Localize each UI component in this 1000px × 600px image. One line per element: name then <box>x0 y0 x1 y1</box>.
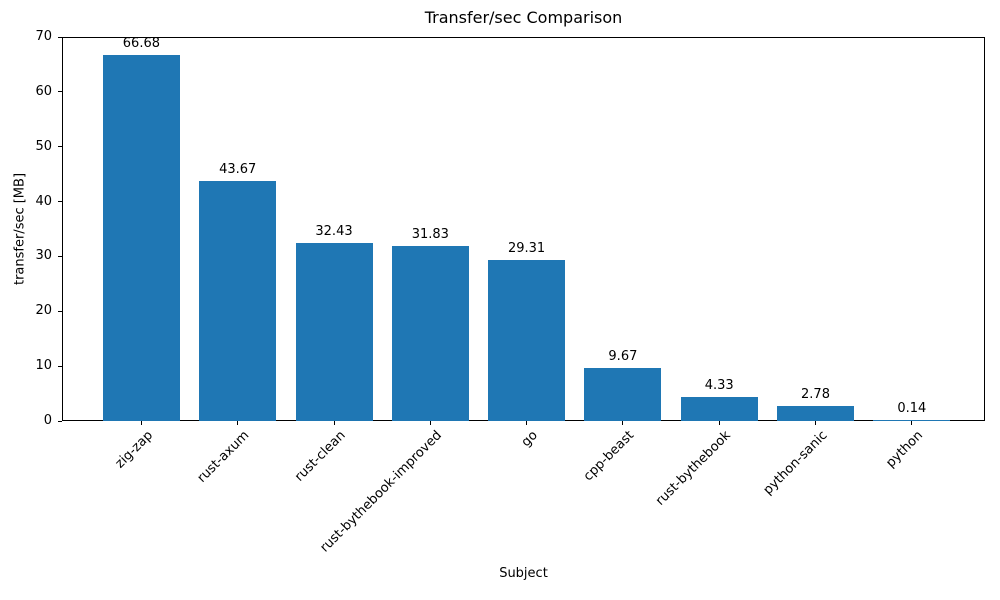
bar-value-label: 9.67 <box>608 349 638 364</box>
bar-value-label: 0.14 <box>897 401 927 416</box>
x-tick <box>911 421 913 425</box>
y-tick <box>58 420 62 422</box>
x-tick <box>140 421 142 425</box>
bar-value-label: 32.43 <box>315 224 353 239</box>
bar <box>102 55 180 421</box>
bar <box>391 246 469 421</box>
y-tick-label: 20 <box>35 303 52 319</box>
x-tick-label-text: rust-clean <box>291 428 349 485</box>
y-tick <box>58 36 62 38</box>
x-axis-label: Subject <box>499 566 548 581</box>
y-tick <box>58 91 62 93</box>
bar-value-label: 2.78 <box>801 387 830 402</box>
bar-value-label: 43.67 <box>219 162 257 177</box>
x-tick-label-text: python-sanic <box>760 428 831 498</box>
x-tick-label-text: cpp-beast <box>581 428 638 485</box>
y-tick <box>58 365 62 367</box>
chart-title: Transfer/sec Comparison <box>424 8 623 27</box>
bar <box>199 181 277 421</box>
x-tick-label-text: go <box>519 428 542 451</box>
x-tick-label-text: zig-zap <box>112 428 156 472</box>
y-tick-label: 0 <box>43 413 52 428</box>
bar <box>680 397 758 421</box>
x-tick <box>237 421 239 425</box>
bar-value-label: 29.31 <box>507 241 546 256</box>
y-tick <box>58 255 62 257</box>
bar <box>584 368 662 421</box>
bar <box>873 420 951 421</box>
y-tick-label: 50 <box>35 138 52 154</box>
x-tick <box>429 421 431 425</box>
bar-value-label: 66.68 <box>122 36 160 51</box>
y-tick-label: 30 <box>35 248 52 264</box>
y-tick <box>58 201 62 203</box>
y-tick <box>58 310 62 312</box>
y-axis-label: transfer/sec [MB] <box>12 172 28 286</box>
y-tick-label: 70 <box>35 29 52 44</box>
bar <box>295 243 373 421</box>
bar <box>777 406 854 421</box>
y-tick-label: 10 <box>35 358 52 374</box>
x-tick <box>622 421 624 425</box>
x-tick <box>718 421 720 425</box>
bar <box>488 260 566 421</box>
bar-value-label: 4.33 <box>704 378 734 393</box>
x-tick <box>333 421 335 425</box>
y-tick-label: 60 <box>35 83 52 99</box>
x-tick-label-text: python <box>883 428 927 471</box>
x-tick <box>526 421 528 425</box>
x-tick-label-text: rust-axum <box>194 428 253 486</box>
x-tick <box>815 421 816 425</box>
x-tick-label-text: rust-bythebook <box>653 428 734 509</box>
y-tick-label: 40 <box>35 193 52 209</box>
y-tick <box>58 146 62 148</box>
bar-value-label: 31.83 <box>411 227 449 242</box>
